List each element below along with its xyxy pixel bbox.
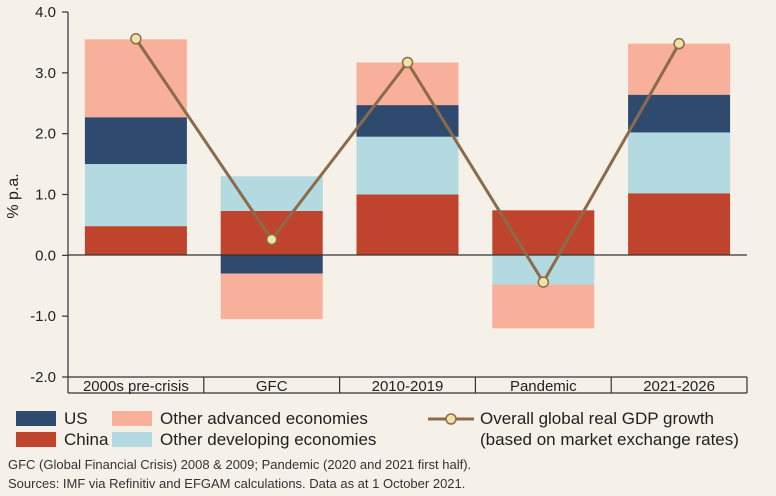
y-tick-label: 2.0 xyxy=(35,126,56,143)
bar-other-advanced-economies xyxy=(220,273,323,320)
gdp-growth-point xyxy=(130,33,142,45)
footnote-definitions: GFC (Global Financial Crisis) 2008 & 200… xyxy=(8,457,472,472)
legend-swatch-other-developing xyxy=(112,432,152,447)
y-tick-label: 0.0 xyxy=(35,247,56,264)
legend-label-other-developing: Other developing economies xyxy=(160,430,377,449)
gdp-growth-point xyxy=(401,56,414,69)
legend-label-gdp-line-2: (based on market exchange rates) xyxy=(480,430,739,449)
bar-other-advanced-economies xyxy=(628,43,731,95)
bar-china xyxy=(628,193,731,256)
legend-line-icon xyxy=(428,413,474,425)
bar-us xyxy=(628,94,731,133)
bar-other-advanced-economies xyxy=(84,39,187,118)
x-tick-label: 2000s pre-crisis xyxy=(83,378,189,395)
bar-china xyxy=(84,226,187,256)
gdp-line-layer xyxy=(130,33,685,288)
y-tick-label: 3.0 xyxy=(35,65,56,82)
bar-us xyxy=(220,255,323,274)
stacked-bar-chart: -2.0 -1.0 0.0 1.0 2.0 3.0 4.0 2000s pre-crisis… xyxy=(5,4,748,395)
bar-us xyxy=(84,117,187,165)
bar-china xyxy=(220,210,323,256)
y-tick-label: 1.0 xyxy=(35,187,56,204)
y-tick-label: -2.0 xyxy=(30,369,56,386)
legend-label-other-advanced: Other advanced economies xyxy=(160,409,368,428)
x-tick-label: Pandemic xyxy=(510,378,577,395)
y-tick-label: 4.0 xyxy=(35,4,56,21)
x-ticks: 2000s pre-crisis GFC 2010-2019 Pandemic 2021… xyxy=(67,377,748,395)
legend-swatch-china xyxy=(16,432,56,447)
bars-layer xyxy=(84,39,731,329)
bar-china xyxy=(492,210,595,256)
x-tick-label: 2010-2019 xyxy=(372,378,444,395)
gdp-growth-point xyxy=(265,233,278,246)
gdp-growth-point xyxy=(537,276,550,288)
legend-swatch-other-advanced xyxy=(112,411,152,426)
legend-label-us: US xyxy=(64,409,88,428)
y-axis-label: % p.a. xyxy=(5,173,22,218)
legend-label-gdp-line-1: Overall global real GDP growth xyxy=(480,409,715,428)
x-tick-label: GFC xyxy=(256,378,288,395)
legend-swatch-us xyxy=(16,411,56,426)
bar-other-developing-economies xyxy=(84,164,187,227)
bar-china xyxy=(356,194,459,256)
x-tick-label: 2021-2026 xyxy=(643,378,715,395)
bar-other-developing-economies xyxy=(628,132,731,194)
bar-us xyxy=(356,105,459,137)
bar-other-developing-economies xyxy=(356,136,459,195)
y-tick-label: -1.0 xyxy=(30,308,56,325)
legend-line-marker xyxy=(445,413,457,425)
legend-label-china: China xyxy=(64,430,109,449)
footnote-sources: Sources: IMF via Refinitiv and EFGAM cal… xyxy=(8,476,466,491)
gdp-growth-point xyxy=(673,37,685,50)
y-ticks: -2.0 -1.0 0.0 1.0 2.0 3.0 4.0 xyxy=(30,4,68,386)
bar-other-advanced-economies xyxy=(356,62,459,106)
bar-other-advanced-economies xyxy=(492,284,595,329)
